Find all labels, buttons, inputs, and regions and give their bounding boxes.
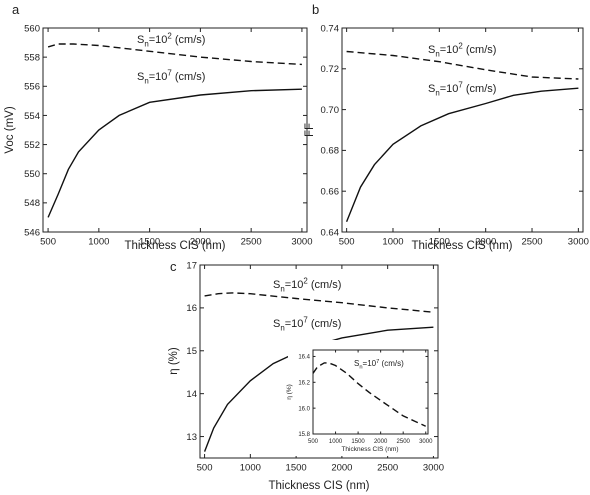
y-axis-label: η (%) bbox=[168, 347, 180, 375]
panel-letter: a bbox=[12, 2, 20, 17]
x-tick-label: 1500 bbox=[286, 463, 307, 474]
y-tick-label: 16 bbox=[186, 303, 197, 314]
x-tick-label: 2000 bbox=[331, 463, 352, 474]
series-annotation: Sn=102 (cm/s) bbox=[137, 32, 205, 49]
x-tick-label: 2500 bbox=[521, 237, 542, 248]
y-tick-label: 546 bbox=[24, 227, 40, 238]
x-tick-label: 1500 bbox=[429, 237, 450, 248]
plot-frame bbox=[341, 27, 584, 233]
y-tick-label: 0.70 bbox=[321, 105, 340, 116]
x-axis-label: Thickness CIS (nm) bbox=[269, 480, 370, 492]
series-line-dashed bbox=[204, 292, 434, 313]
series-line-solid bbox=[47, 88, 302, 218]
x-tick-label: 3000 bbox=[419, 439, 433, 445]
x-tick-label: 2500 bbox=[397, 439, 411, 445]
series-line-dashed bbox=[47, 43, 302, 66]
y-tick-label: 0.74 bbox=[321, 23, 340, 34]
series-annotation: Sn=107 (cm/s) bbox=[428, 81, 496, 98]
y-tick-label: 548 bbox=[24, 198, 40, 209]
plot-frame bbox=[312, 349, 429, 435]
x-tick-label: 2000 bbox=[475, 237, 496, 248]
x-axis-label: Thickness CIS (nm) bbox=[412, 240, 513, 252]
y-tick-label: 15.8 bbox=[298, 432, 310, 438]
y-tick-label: 0.72 bbox=[321, 64, 340, 75]
y-tick-label: 554 bbox=[24, 111, 40, 122]
panel-a: 500 1000 1500 2000 2500 3000 546 548 550 552 554 55… bbox=[4, 2, 312, 252]
panel-letter: b bbox=[312, 2, 319, 17]
series-line-dashed bbox=[346, 50, 579, 80]
x-axis-label: Thickness CIS (nm) bbox=[341, 446, 398, 453]
x-tick-label: 2000 bbox=[374, 439, 388, 445]
series-annotation: Sn=102 (cm/s) bbox=[273, 277, 341, 294]
y-axis-label: FF bbox=[304, 123, 316, 137]
x-tick-label: 3000 bbox=[568, 237, 589, 248]
series-annotation: Sn=107 (cm/s) bbox=[137, 69, 205, 86]
x-tick-label: 1000 bbox=[382, 237, 403, 248]
y-tick-label: 16.0 bbox=[298, 406, 310, 412]
x-tick-label: 1000 bbox=[88, 237, 109, 248]
x-tick-label: 2500 bbox=[377, 463, 398, 474]
x-tick-label: 500 bbox=[339, 237, 355, 248]
x-tick-label: 3000 bbox=[423, 463, 444, 474]
y-tick-label: 17 bbox=[186, 260, 197, 271]
series-annotation: Sn=107 (cm/s) bbox=[273, 316, 341, 333]
series-line-solid bbox=[345, 87, 579, 223]
plot-frame bbox=[199, 264, 439, 459]
x-tick-label: 1000 bbox=[240, 463, 261, 474]
x-tick-label: 500 bbox=[197, 463, 213, 474]
y-tick-label: 556 bbox=[24, 82, 40, 93]
panel-c-inset: 500 1000 1500 2000 2500 3000 15.8 16.0 16.2 16.4 T… bbox=[286, 340, 434, 456]
series-annotation: Sn=107 (cm/s) bbox=[354, 359, 404, 371]
panel-b: 500 1000 1500 2000 2500 3000 0.64 0.66 0.68 0.70 0… bbox=[304, 2, 589, 252]
y-axis-label: η (%) bbox=[286, 384, 293, 400]
y-tick-label: 550 bbox=[24, 169, 40, 180]
x-tick-label: 2500 bbox=[241, 237, 262, 248]
y-tick-label: 16.2 bbox=[298, 380, 310, 386]
inset-background bbox=[288, 340, 434, 456]
x-axis-label: Thickness CIS (nm) bbox=[125, 240, 226, 252]
y-axis-label: Voc (mV) bbox=[4, 106, 16, 153]
y-tick-label: 558 bbox=[24, 52, 40, 63]
series-line-solid bbox=[203, 326, 434, 452]
y-tick-label: 16.4 bbox=[298, 355, 310, 361]
y-tick-label: 0.64 bbox=[321, 227, 340, 238]
x-tick-label: 1500 bbox=[351, 439, 365, 445]
x-tick-label: 1000 bbox=[329, 439, 343, 445]
y-tick-label: 14 bbox=[186, 389, 197, 400]
y-tick-label: 560 bbox=[24, 23, 40, 34]
y-tick-label: 13 bbox=[186, 432, 197, 443]
x-tick-label: 3000 bbox=[291, 237, 312, 248]
y-tick-label: 0.68 bbox=[321, 146, 340, 157]
x-tick-label: 500 bbox=[40, 237, 56, 248]
y-tick-label: 0.66 bbox=[321, 187, 340, 198]
series-line-dashed bbox=[312, 362, 426, 427]
y-tick-label: 15 bbox=[186, 346, 197, 357]
plot-frame bbox=[42, 27, 308, 233]
panel-letter: c bbox=[170, 259, 177, 274]
series-annotation: Sn=102 (cm/s) bbox=[428, 42, 496, 59]
x-tick-label: 2000 bbox=[190, 237, 211, 248]
panel-c: 500 1000 1500 2000 2500 3000 13 14 15 16 17 Thickne… bbox=[168, 259, 444, 492]
y-tick-label: 552 bbox=[24, 140, 40, 151]
x-tick-label: 500 bbox=[308, 439, 319, 445]
x-tick-label: 1500 bbox=[139, 237, 160, 248]
